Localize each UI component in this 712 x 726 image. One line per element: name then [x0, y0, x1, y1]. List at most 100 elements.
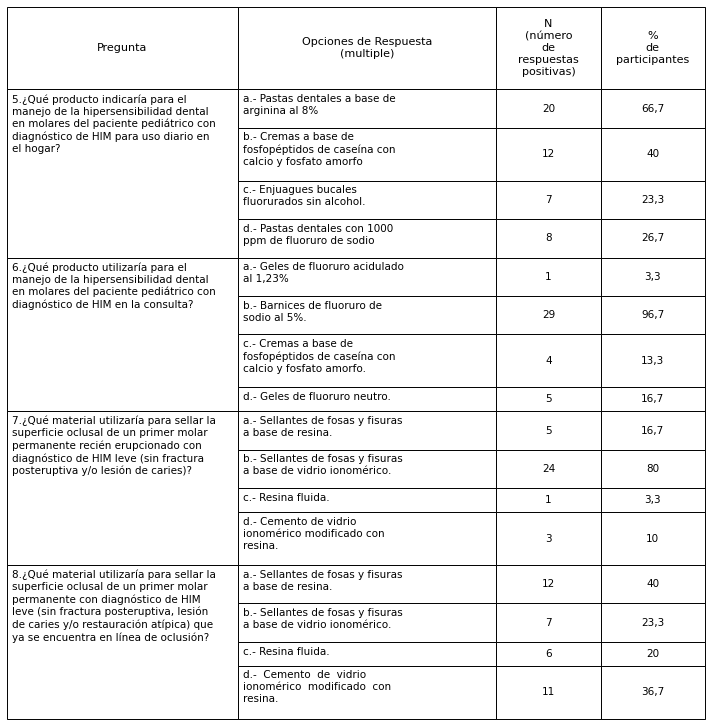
- Bar: [496, 488, 601, 512]
- Text: Pregunta: Pregunta: [98, 44, 147, 53]
- Bar: [238, 642, 496, 666]
- Text: 5: 5: [545, 425, 552, 436]
- Bar: [238, 603, 496, 642]
- Bar: [496, 388, 601, 412]
- Text: a.- Sellantes de fosas y fisuras
a base de resina.: a.- Sellantes de fosas y fisuras a base …: [243, 416, 402, 438]
- Text: 36,7: 36,7: [641, 688, 664, 697]
- Text: c.- Cremas a base de
fosfopéptidos de caseína con
calcio y fosfato amorfo.: c.- Cremas a base de fosfopéptidos de ca…: [243, 339, 395, 374]
- Text: 26,7: 26,7: [641, 233, 664, 243]
- Bar: [601, 565, 705, 603]
- Bar: [7, 7, 238, 89]
- Text: 7: 7: [545, 195, 552, 205]
- Bar: [238, 488, 496, 512]
- Bar: [238, 89, 496, 128]
- Text: 13,3: 13,3: [641, 356, 664, 366]
- Bar: [7, 412, 238, 565]
- Bar: [601, 89, 705, 128]
- Text: 3,3: 3,3: [644, 495, 661, 505]
- Bar: [238, 219, 496, 258]
- Bar: [238, 666, 496, 719]
- Text: c.- Resina fluida.: c.- Resina fluida.: [243, 493, 330, 503]
- Text: 16,7: 16,7: [641, 425, 664, 436]
- Bar: [496, 296, 601, 335]
- Text: a.- Geles de fluoruro acidulado
al 1,23%: a.- Geles de fluoruro acidulado al 1,23%: [243, 262, 404, 285]
- Text: d.- Pastas dentales con 1000
ppm de fluoruro de sodio: d.- Pastas dentales con 1000 ppm de fluo…: [243, 224, 393, 246]
- Bar: [601, 388, 705, 412]
- Text: 20: 20: [542, 104, 555, 113]
- Bar: [238, 296, 496, 335]
- Text: 1: 1: [545, 272, 552, 282]
- Bar: [7, 89, 238, 258]
- Text: 29: 29: [542, 310, 555, 320]
- Text: 10: 10: [646, 534, 659, 544]
- Text: 12: 12: [542, 579, 555, 590]
- Text: a.- Pastas dentales a base de
arginina al 8%: a.- Pastas dentales a base de arginina a…: [243, 94, 395, 116]
- Text: c.- Resina fluida.: c.- Resina fluida.: [243, 647, 330, 656]
- Text: b.- Barnices de fluoruro de
sodio al 5%.: b.- Barnices de fluoruro de sodio al 5%.: [243, 301, 382, 322]
- Bar: [496, 642, 601, 666]
- Bar: [601, 666, 705, 719]
- Text: b.- Cremas a base de
fosfopéptidos de caseína con
calcio y fosfato amorfo: b.- Cremas a base de fosfopéptidos de ca…: [243, 132, 395, 167]
- Text: 8: 8: [545, 233, 552, 243]
- Text: 11: 11: [542, 688, 555, 697]
- Text: 96,7: 96,7: [641, 310, 664, 320]
- Text: 1: 1: [545, 495, 552, 505]
- Bar: [7, 565, 238, 719]
- Bar: [238, 181, 496, 219]
- Bar: [601, 128, 705, 181]
- Text: 80: 80: [646, 464, 659, 474]
- Bar: [496, 565, 601, 603]
- Text: 40: 40: [646, 150, 659, 159]
- Text: 23,3: 23,3: [641, 195, 664, 205]
- Bar: [496, 89, 601, 128]
- Text: c.- Enjuagues bucales
fluorurados sin alcohol.: c.- Enjuagues bucales fluorurados sin al…: [243, 185, 365, 208]
- Bar: [7, 258, 238, 412]
- Text: 4: 4: [545, 356, 552, 366]
- Text: 6.¿Qué producto utilizaría para el
manejo de la hipersensibilidad dental
en mola: 6.¿Qué producto utilizaría para el manej…: [12, 262, 216, 310]
- Text: 3,3: 3,3: [644, 272, 661, 282]
- Bar: [496, 219, 601, 258]
- Bar: [601, 603, 705, 642]
- Bar: [601, 335, 705, 388]
- Text: d.- Cemento de vidrio
ionomérico modificado con
resina.: d.- Cemento de vidrio ionomérico modific…: [243, 517, 384, 551]
- Bar: [601, 181, 705, 219]
- Bar: [238, 412, 496, 449]
- Text: 3: 3: [545, 534, 552, 544]
- Bar: [496, 181, 601, 219]
- Bar: [238, 7, 496, 89]
- Bar: [601, 7, 705, 89]
- Text: N
(número
de
respuestas
positivas): N (número de respuestas positivas): [518, 20, 579, 77]
- Bar: [496, 258, 601, 296]
- Bar: [601, 258, 705, 296]
- Bar: [601, 412, 705, 449]
- Text: 16,7: 16,7: [641, 394, 664, 404]
- Text: b.- Sellantes de fosas y fisuras
a base de vidrio ionomérico.: b.- Sellantes de fosas y fisuras a base …: [243, 608, 402, 630]
- Bar: [601, 512, 705, 565]
- Bar: [238, 512, 496, 565]
- Bar: [238, 128, 496, 181]
- Text: 12: 12: [542, 150, 555, 159]
- Bar: [238, 388, 496, 412]
- Text: d.-  Cemento  de  vidrio
ionomérico  modificado  con
resina.: d.- Cemento de vidrio ionomérico modific…: [243, 670, 391, 704]
- Text: 20: 20: [646, 649, 659, 658]
- Text: Opciones de Respuesta
(multiple): Opciones de Respuesta (multiple): [302, 37, 432, 60]
- Text: d.- Geles de fluoruro neutro.: d.- Geles de fluoruro neutro.: [243, 392, 391, 402]
- Text: b.- Sellantes de fosas y fisuras
a base de vidrio ionomérico.: b.- Sellantes de fosas y fisuras a base …: [243, 454, 402, 476]
- Text: 24: 24: [542, 464, 555, 474]
- Text: 66,7: 66,7: [641, 104, 664, 113]
- Text: 6: 6: [545, 649, 552, 658]
- Bar: [601, 449, 705, 488]
- Bar: [496, 449, 601, 488]
- Text: %
de
participantes: % de participantes: [616, 31, 689, 65]
- Text: 5: 5: [545, 394, 552, 404]
- Text: 40: 40: [646, 579, 659, 590]
- Text: 23,3: 23,3: [641, 618, 664, 628]
- Bar: [238, 449, 496, 488]
- Bar: [601, 296, 705, 335]
- Bar: [496, 603, 601, 642]
- Text: 7: 7: [545, 618, 552, 628]
- Bar: [496, 512, 601, 565]
- Bar: [601, 642, 705, 666]
- Bar: [496, 666, 601, 719]
- Bar: [601, 219, 705, 258]
